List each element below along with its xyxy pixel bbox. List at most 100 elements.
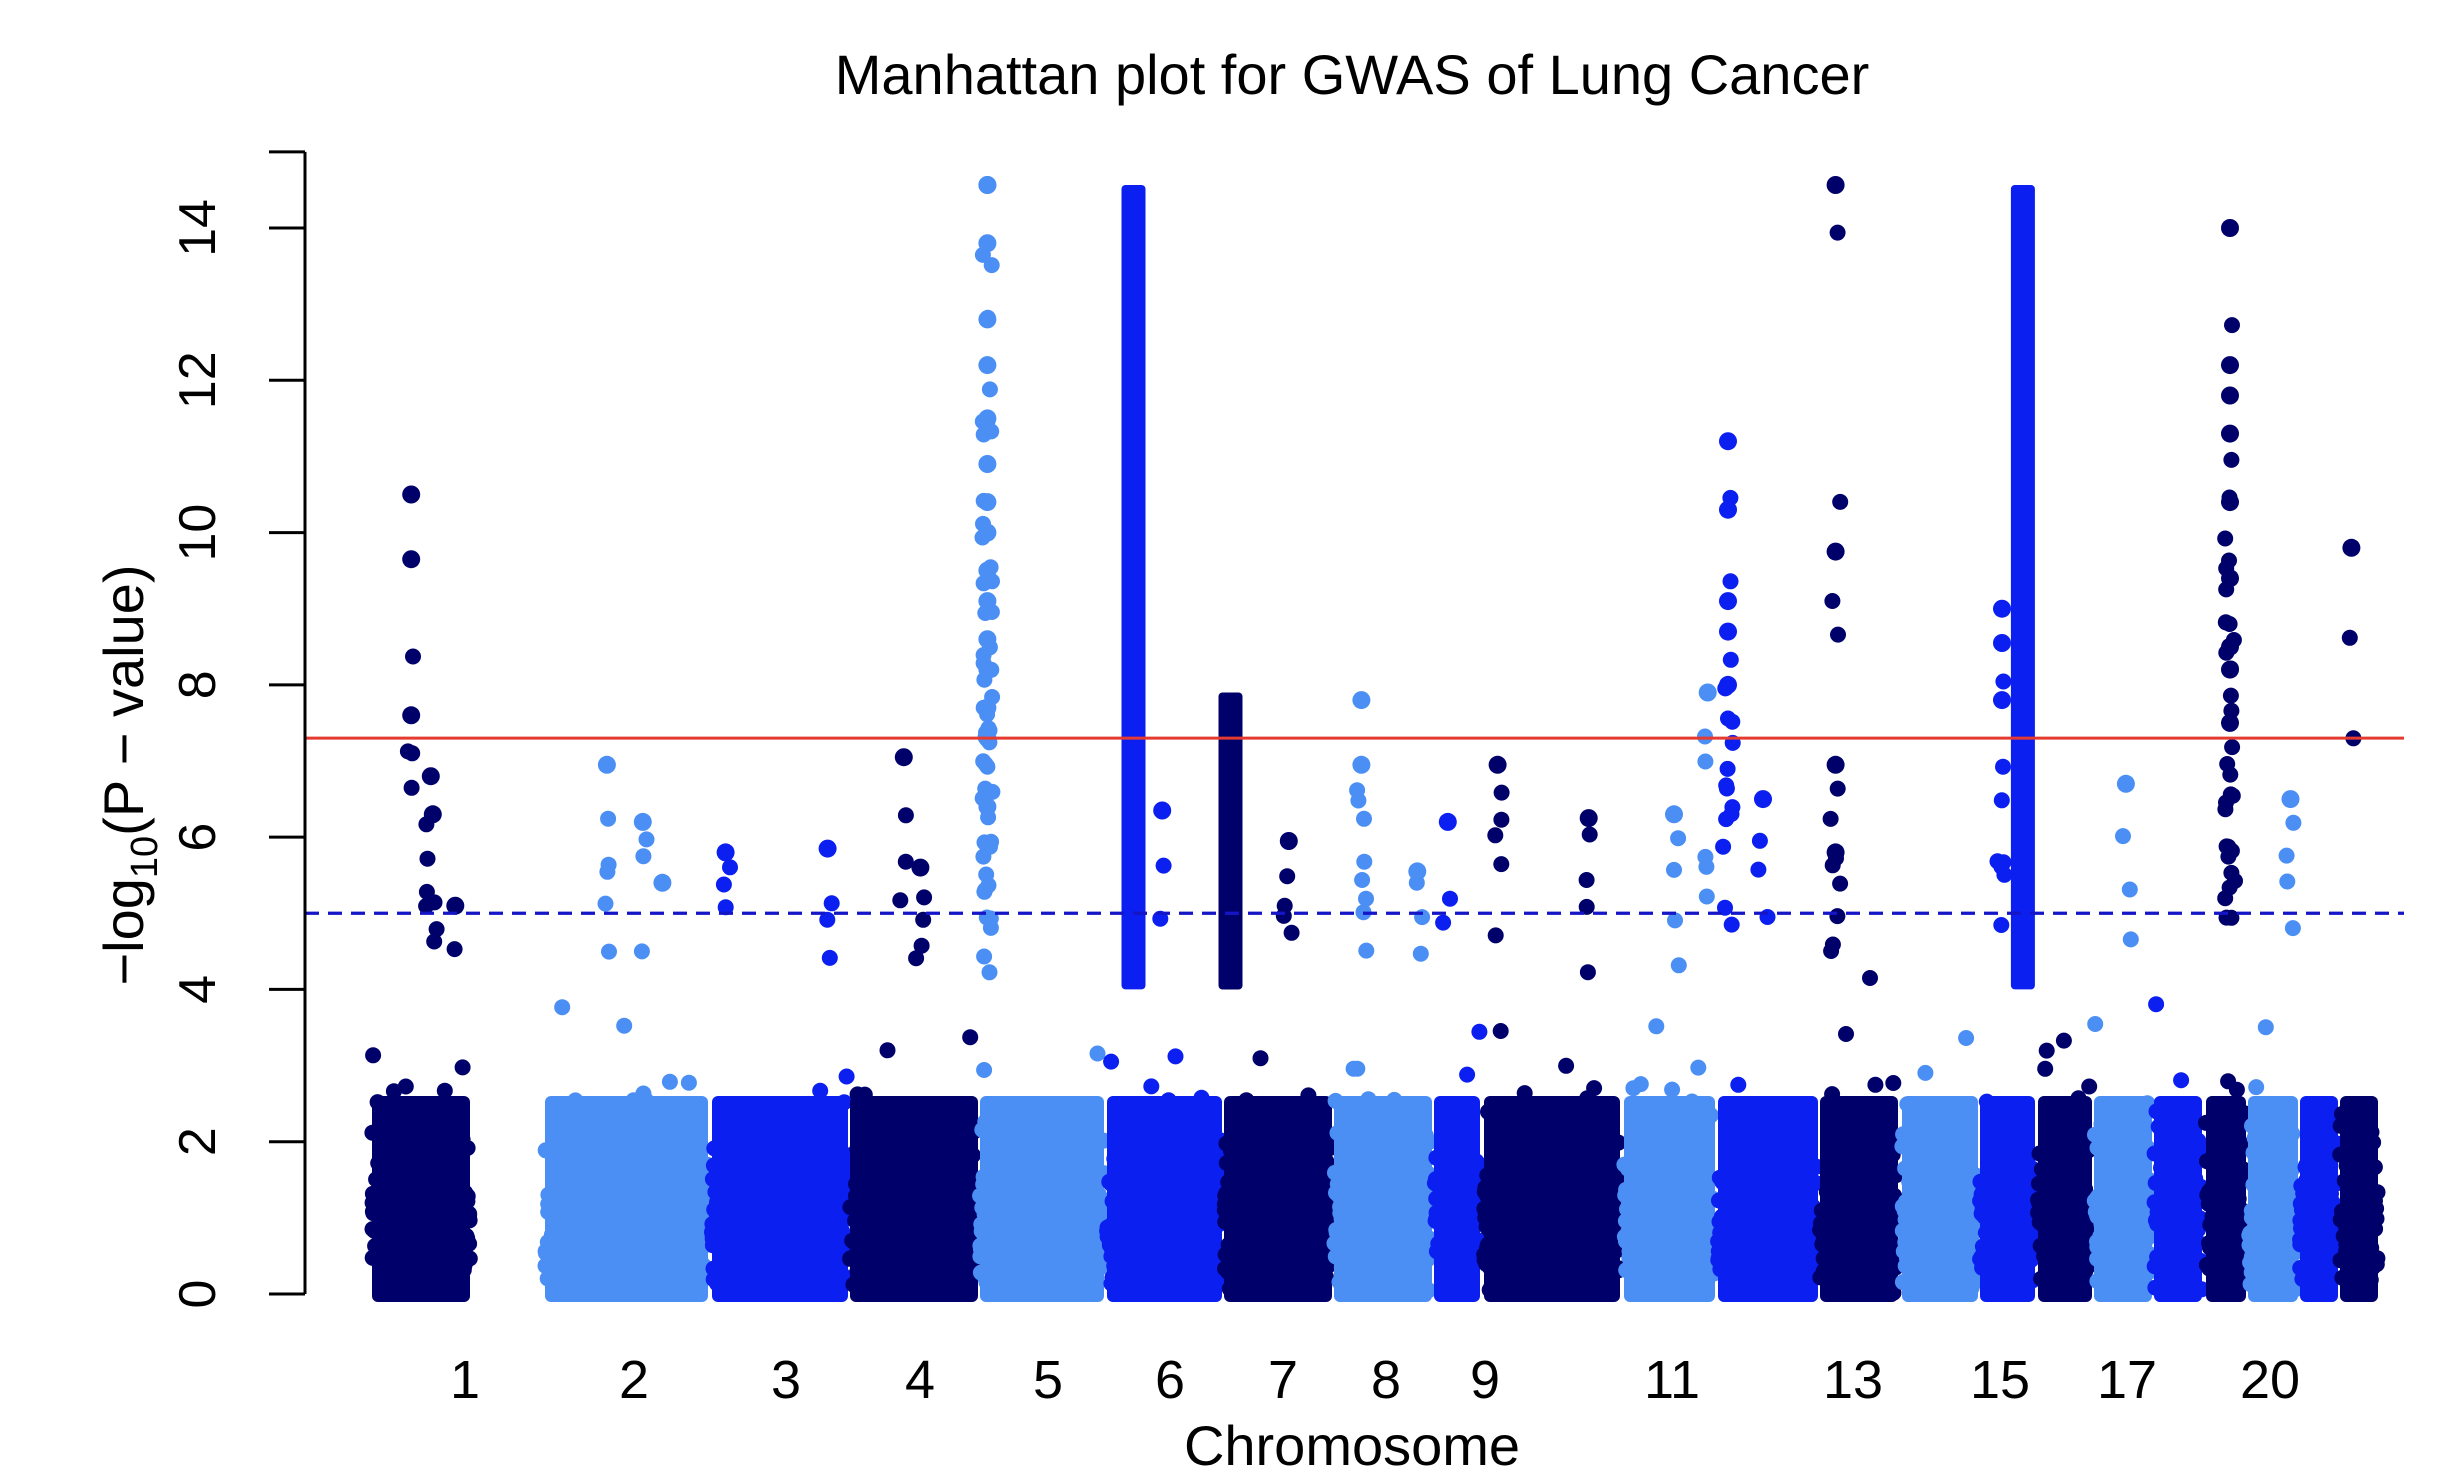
x-axis-label: Chromosome <box>1184 1414 1520 1477</box>
chromosome-15-points <box>1972 185 2043 1302</box>
y-axis-label-subscript: 10 <box>124 836 166 878</box>
snp-point-cluster <box>2248 1096 2298 1302</box>
snp-point <box>1581 826 1598 843</box>
snp-peak-point <box>597 755 616 774</box>
snp-peak-point <box>2221 637 2239 656</box>
snp-peak-point <box>2116 774 2135 793</box>
snp-peak-point <box>1488 755 1507 774</box>
snp-peak-point <box>1153 801 1172 820</box>
chromosome-9-points <box>1426 812 1488 1302</box>
snp-point <box>1724 713 1741 730</box>
y-tick-label: 12 <box>169 351 227 409</box>
snp-point <box>1829 908 1846 925</box>
snp-point <box>977 882 993 899</box>
snp-point <box>1885 1075 1902 1091</box>
snp-point <box>1664 1081 1681 1098</box>
snp-peak-point <box>402 485 421 504</box>
snp-point <box>1350 792 1367 809</box>
chromosome-6-points <box>1099 185 1230 1302</box>
snp-point <box>446 941 463 958</box>
snp-point <box>2217 890 2234 907</box>
snp-point-cluster <box>1980 1096 2035 1302</box>
snp-point <box>1867 1076 1884 1093</box>
snp-point <box>638 831 655 848</box>
chromosome-22-points <box>2332 538 2386 1302</box>
snp-point <box>1838 1026 1854 1042</box>
snp-peak-point <box>653 873 672 892</box>
snp-peak-point <box>1665 805 1683 824</box>
snp-point <box>1358 890 1374 907</box>
snp-point <box>1993 792 2010 809</box>
snp-point-cluster <box>980 1096 1104 1302</box>
snp-point <box>633 943 650 960</box>
snp-point <box>1830 626 1846 643</box>
snp-point <box>1356 853 1373 870</box>
snp-point <box>1751 832 1768 849</box>
snp-point <box>915 911 932 928</box>
snp-peak-point <box>818 839 837 858</box>
snp-point <box>2224 739 2241 756</box>
snp-point-cluster <box>2340 1096 2378 1302</box>
snp-point <box>2115 828 2131 845</box>
snp-point <box>599 863 616 880</box>
snp-point <box>962 1029 979 1046</box>
snp-peak-point <box>1352 691 1371 710</box>
snp-point <box>1354 872 1371 888</box>
snp-point <box>2055 1032 2072 1049</box>
snp-peak-point <box>978 561 997 580</box>
snp-point <box>601 943 617 960</box>
snp-point <box>2038 1042 2055 1059</box>
snp-peak-point <box>1826 542 1845 561</box>
snp-point <box>1578 872 1595 888</box>
snp-point-cluster <box>1434 1096 1480 1302</box>
snp-point-cluster <box>712 1096 848 1302</box>
snp-point <box>2081 1078 2098 1095</box>
snp-point-cluster <box>1624 1096 1715 1302</box>
snp-point <box>2037 1060 2054 1077</box>
data-points <box>364 176 2386 1302</box>
snp-peak-point <box>2221 660 2239 679</box>
snp-point <box>812 1082 829 1099</box>
snp-point-cluster <box>1107 1096 1222 1302</box>
snp-peak-point <box>978 455 997 473</box>
snp-peak-point <box>1993 599 2011 618</box>
snp-point <box>1648 1018 1665 1035</box>
snp-point <box>979 758 996 775</box>
snp-point <box>982 919 999 936</box>
snp-point <box>1408 874 1425 891</box>
snp-peak-point <box>402 550 421 569</box>
snp-peak-point <box>978 493 997 512</box>
snp-point <box>365 1047 382 1064</box>
snp-point <box>2228 1081 2245 1098</box>
snp-point <box>981 964 998 981</box>
snp-peak-point <box>1719 432 1737 451</box>
snp-point <box>2257 1019 2274 1036</box>
snp-point <box>1719 760 1736 777</box>
snp-point <box>1155 857 1172 874</box>
y-axis-label-prefix: −log <box>92 878 155 985</box>
snp-point <box>823 895 840 912</box>
snp-point <box>2341 629 2358 646</box>
snp-peak-point <box>1719 500 1737 519</box>
snp-point <box>1167 1048 1184 1065</box>
snp-peak-point <box>2221 424 2239 443</box>
y-tick-label: 4 <box>169 975 227 1004</box>
y-axis-label-suffix: (P − value) <box>92 564 155 835</box>
snp-peak-point <box>911 858 930 877</box>
snp-point <box>419 850 436 867</box>
snp-point-cluster <box>372 1096 470 1302</box>
snp-point <box>1759 909 1776 925</box>
snp-peak-point <box>1826 176 1845 194</box>
snp-point <box>1824 593 1841 609</box>
snp-peak-point <box>978 797 997 816</box>
chromosome-7-points <box>1216 692 1340 1302</box>
snp-point <box>977 835 994 852</box>
snp-peak-point <box>1993 634 2011 652</box>
snp-point <box>717 899 734 916</box>
snp-peak-point <box>978 310 997 329</box>
x-tick-label: 2 <box>619 1350 649 1410</box>
snp-peak-point <box>1993 691 2011 710</box>
chromosome-19-points <box>2198 219 2254 1302</box>
snp-point <box>1995 758 2011 775</box>
x-tick-label: 15 <box>1970 1350 2030 1410</box>
